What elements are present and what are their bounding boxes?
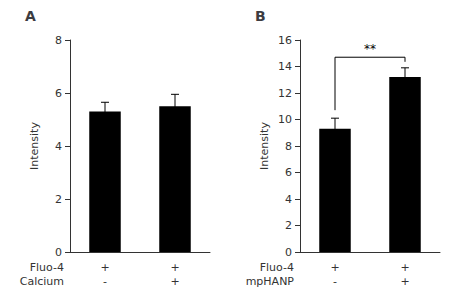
svg-text:+: + xyxy=(100,261,109,274)
svg-text:6: 6 xyxy=(55,87,62,100)
svg-text:**: ** xyxy=(364,42,376,56)
svg-text:mpHANP: mpHANP xyxy=(246,275,295,288)
svg-text:Fluo-4: Fluo-4 xyxy=(30,261,64,274)
svg-text:12: 12 xyxy=(278,87,292,100)
svg-text:+: + xyxy=(400,275,409,288)
svg-text:Fluo-4: Fluo-4 xyxy=(260,261,294,274)
svg-text:0: 0 xyxy=(285,246,292,259)
svg-text:2: 2 xyxy=(285,219,292,232)
svg-text:A: A xyxy=(25,8,36,24)
svg-text:8: 8 xyxy=(285,140,292,153)
svg-text:-: - xyxy=(103,275,107,288)
svg-text:2: 2 xyxy=(55,193,62,206)
svg-text:0: 0 xyxy=(55,246,62,259)
svg-text:Calcium: Calcium xyxy=(20,275,64,288)
svg-text:-: - xyxy=(333,275,337,288)
svg-text:Intensity: Intensity xyxy=(258,122,271,170)
svg-text:4: 4 xyxy=(285,193,292,206)
svg-text:+: + xyxy=(330,261,339,274)
svg-text:14: 14 xyxy=(278,60,292,73)
svg-text:8: 8 xyxy=(55,34,62,47)
svg-text:+: + xyxy=(170,261,179,274)
svg-text:6: 6 xyxy=(285,166,292,179)
svg-text:B: B xyxy=(255,8,266,24)
svg-text:Intensity: Intensity xyxy=(28,122,41,170)
svg-text:16: 16 xyxy=(278,34,292,47)
svg-text:+: + xyxy=(170,275,179,288)
svg-text:4: 4 xyxy=(55,140,62,153)
svg-text:10: 10 xyxy=(278,113,292,126)
svg-text:+: + xyxy=(400,261,409,274)
